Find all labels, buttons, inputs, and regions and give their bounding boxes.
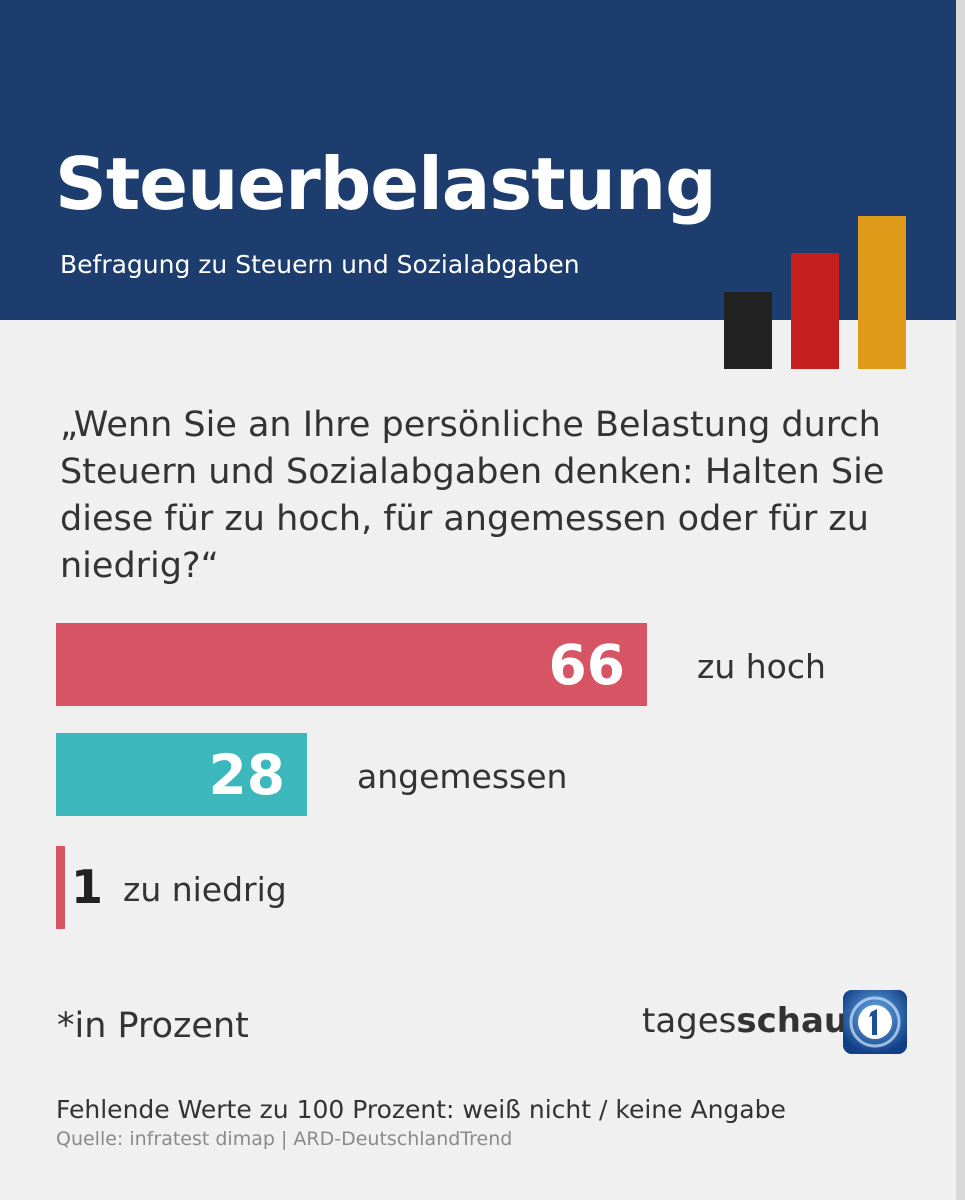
category-label: zu niedrig	[123, 870, 287, 909]
flag-bar-gold	[858, 216, 906, 369]
data-label: 1	[71, 860, 104, 914]
source-note: Quelle: infratest dimap | ARD-Deutschlan…	[56, 1128, 513, 1150]
tagesschau-logo-text: tagesschau	[642, 1004, 848, 1038]
category-label: zu hoch	[697, 647, 826, 686]
ard-one-icon	[843, 990, 907, 1054]
unit-note: *in Prozent	[57, 1006, 249, 1046]
scroll-edge	[956, 0, 965, 1200]
flag-bar-black	[724, 292, 772, 369]
flag-bar-red	[791, 253, 839, 369]
survey-question: „Wenn Sie an Ihre persönliche Belastung …	[60, 405, 885, 586]
data-label: 28	[208, 743, 285, 807]
data-label: 66	[548, 633, 625, 697]
header-banner: Steuerbelastung Befragung zu Steuern und…	[0, 0, 965, 320]
bar-angemessen	[56, 733, 307, 816]
chart-title: Steuerbelastung	[55, 142, 717, 226]
logo-prefix: tages	[642, 1001, 737, 1041]
logo-suffix: schau	[736, 1001, 849, 1041]
bar-zu-niedrig	[56, 846, 65, 929]
category-label: angemessen	[357, 757, 568, 796]
missing-values-note: Fehlende Werte zu 100 Prozent: weiß nich…	[56, 1095, 786, 1124]
bar-zu-hoch	[56, 623, 647, 706]
chart-subtitle: Befragung zu Steuern und Sozialabgaben	[60, 250, 580, 279]
